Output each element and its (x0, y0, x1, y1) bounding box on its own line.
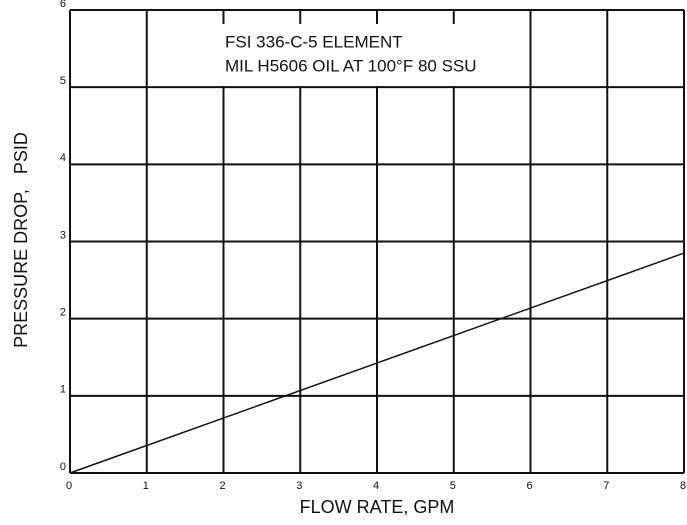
x-tick-label: 0 (66, 480, 72, 492)
annotation: FSI 336-C-5 ELEMENT (225, 32, 403, 51)
x-axis-label: FLOW RATE, GPM (300, 497, 455, 517)
y-tick-label: 5 (60, 75, 66, 87)
y-tick-label: 3 (60, 229, 66, 241)
x-tick-label: 4 (373, 480, 379, 492)
data-line (69, 252, 685, 474)
y-tick-label: 0 (60, 461, 66, 473)
x-tick-label: 8 (680, 480, 686, 492)
y-axis-label: PRESSURE DROP, PSID (11, 132, 31, 348)
x-tick-label: 2 (220, 480, 226, 492)
x-tick-label: 5 (450, 480, 456, 492)
annotation: MIL H5606 OIL AT 100°F 80 SSU (225, 56, 477, 75)
x-tick-label: 6 (527, 480, 533, 492)
x-tick-label: 3 (296, 480, 302, 492)
x-tick-label: 7 (603, 480, 609, 492)
x-tick-label: 1 (143, 480, 149, 492)
annotation-box (220, 24, 470, 86)
y-tick-label: 2 (60, 307, 66, 319)
y-tick-label: 4 (60, 152, 66, 164)
y-tick-label: 1 (60, 384, 66, 396)
y-tick-label: 6 (60, 0, 66, 10)
